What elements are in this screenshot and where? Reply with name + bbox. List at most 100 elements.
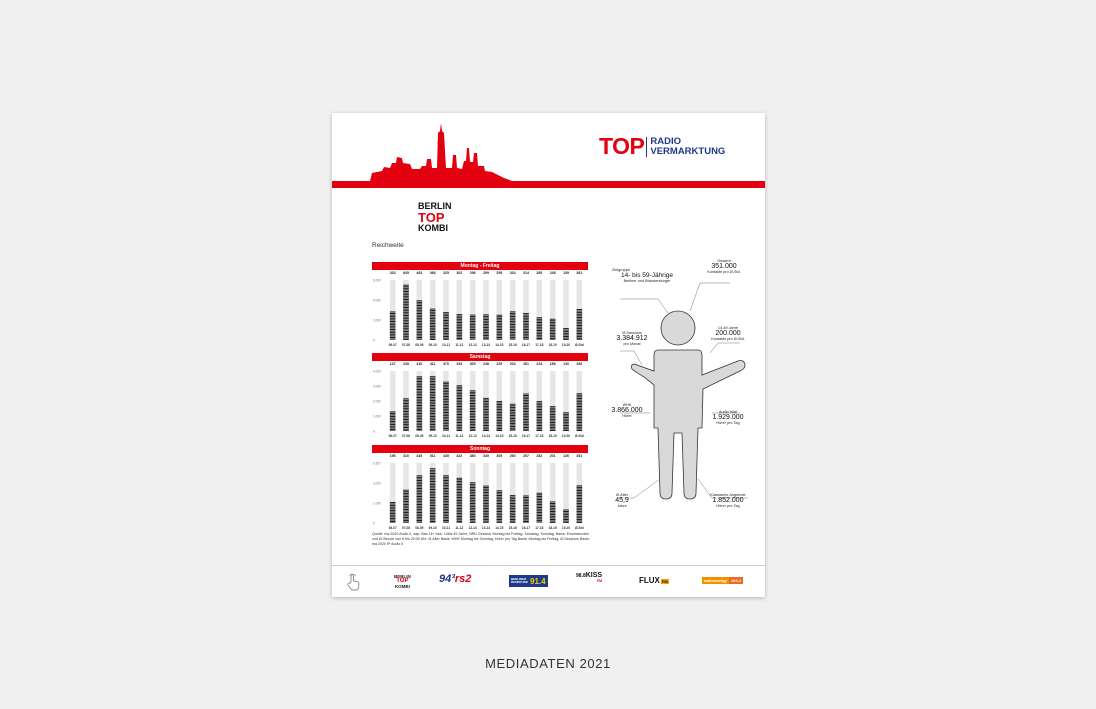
- x-tick-label: 13-14: [482, 526, 490, 530]
- logo-kiss-fm: 98.8KISS FM: [576, 572, 602, 583]
- kiss-name: KISS: [585, 572, 603, 579]
- x-tick-label: 07-08: [402, 343, 410, 347]
- media-sheet: TOP RADIO VERMARKTUNG BERLIN TOP KOMBI R…: [332, 113, 765, 597]
- bar: [416, 475, 423, 523]
- berliner-frequency: 91.4: [530, 576, 546, 586]
- bar-value-label: 299: [483, 271, 489, 275]
- brand-line-3: KOMBI: [418, 222, 448, 233]
- x-tick-label: 10-11: [442, 434, 450, 438]
- energy-frequency: 103,4: [728, 577, 743, 584]
- rs2-name: rs2: [454, 573, 472, 585]
- x-tick-label: 17-18: [535, 526, 543, 530]
- x-tick-label: Ø-Std: [575, 526, 584, 530]
- label-sub: Hörer pro Tag: [716, 421, 740, 425]
- label-sub: pro Monat: [623, 342, 641, 346]
- bar-background: [536, 371, 543, 431]
- y-tick-label: 3.000: [373, 385, 381, 389]
- x-tick-label: 12-13: [469, 343, 477, 347]
- kiss-number: 98.8: [576, 573, 586, 579]
- energy-name: radioenergy: [702, 577, 729, 584]
- y-tick-label: 2.000: [373, 400, 381, 404]
- bar-value-label: 334: [510, 271, 516, 275]
- bar-value-label: 186: [550, 362, 556, 366]
- bar-background: [443, 280, 449, 340]
- brand-line-1: BERLIN: [418, 201, 452, 211]
- label-14-49: 14-49 Jahre 200.000 Kontakte pro Ø-Std.: [698, 326, 758, 341]
- bar: [456, 385, 463, 431]
- chart-title: Montag - Freitag: [372, 262, 588, 270]
- bar: [403, 489, 409, 523]
- bar-background: [389, 280, 396, 340]
- bar-background: [549, 463, 556, 523]
- bar: [483, 314, 489, 340]
- bar-value-label: 248: [483, 362, 489, 366]
- bar-value-label: 196: [390, 454, 396, 458]
- bar-value-label: 140: [563, 362, 569, 366]
- y-tick-label: 4.000: [373, 370, 381, 374]
- bar-value-label: 463: [416, 271, 422, 275]
- label-title: WHK: [622, 403, 632, 407]
- label-title: Ø-Sessions: [622, 331, 642, 335]
- berlin-skyline-icon: [370, 123, 512, 181]
- y-tick-label: 0: [373, 339, 375, 343]
- x-tick-label: Ø-Std: [575, 434, 584, 438]
- bar: [456, 314, 463, 340]
- x-tick-label: 06-07: [389, 526, 397, 530]
- x-tick-label: 15-16: [509, 526, 517, 530]
- logo-berliner-rundfunk: BERLINER RUNDFUNK 91.4: [509, 575, 548, 587]
- label-title: Ø-Alter: [615, 493, 629, 497]
- x-tick-label: 19-20: [562, 343, 570, 347]
- bar-value-label: 248: [550, 271, 556, 275]
- bar-value-label: 295: [496, 271, 502, 275]
- bar: [496, 401, 503, 431]
- label-title: Zielgruppe: [612, 268, 630, 272]
- brand-line-2: TOP: [418, 209, 445, 225]
- flux-fm: FM: [660, 579, 669, 584]
- x-tick-label: 15-16: [509, 434, 517, 438]
- label-zielgruppe: Zielgruppe 14- bis 59-Jährige Berliner u…: [602, 268, 692, 283]
- bar-background: [523, 463, 529, 523]
- bar-background: [456, 280, 463, 340]
- bar-value-label: 225: [496, 362, 502, 366]
- bar: [469, 314, 476, 340]
- chart-title: Sonntag: [372, 445, 588, 453]
- logo-berlin-top-kombi: BERLIN TOP KOMBI: [394, 574, 411, 589]
- bar: [496, 490, 503, 523]
- x-tick-label: 18-19: [549, 526, 557, 530]
- y-tick-label: 3.000: [373, 482, 381, 486]
- y-tick-label: 4.000: [373, 299, 381, 303]
- bar: [483, 397, 489, 431]
- bar: [416, 376, 423, 431]
- x-tick-label: 11-12: [455, 343, 463, 347]
- label-gesamt: Gesamt 351.000 Kontakte pro Ø-Std.: [694, 259, 754, 274]
- bar-chart-sunday: 5.507 3.000 1.000 0 196 06-07 310 07-08 445 08-09…: [373, 454, 584, 530]
- y-tick-label: 1.000: [373, 502, 381, 506]
- x-tick-label: 08-09: [415, 526, 423, 530]
- x-tick-label: 10-11: [442, 343, 450, 347]
- kiss-fm: FM: [597, 579, 603, 583]
- logo-radio-energy: radioenergy 103,4: [702, 577, 743, 584]
- bar: [523, 313, 529, 340]
- bar-value-label: 260: [510, 454, 516, 458]
- label-value: 1.929.000: [712, 414, 744, 421]
- bar-background: [389, 371, 396, 431]
- bar: [443, 381, 449, 431]
- x-tick-label: 10-11: [442, 526, 450, 530]
- bar: [389, 411, 396, 431]
- bar-value-label: 283: [576, 362, 582, 366]
- bar-background: [549, 371, 556, 431]
- bar-value-label: 139: [563, 271, 569, 275]
- x-tick-label: 18-19: [549, 343, 557, 347]
- radio-label: RADIO: [650, 135, 681, 147]
- chart-panel-sunday: Sonntag 5.507 3.000 1.000 0 196 06-07 310 07-08…: [372, 445, 588, 533]
- label-whk: WHK 3.866.000 Hörer: [597, 403, 657, 418]
- chart-panel-saturday: Samstag 4.000 3.000 2.000 1.000 0 147 06-07 245…: [372, 353, 588, 441]
- label-sub: Kontakte pro Ø-Std.: [711, 337, 745, 341]
- x-tick-label: 16-17: [522, 343, 530, 347]
- x-tick-label: 09-10: [429, 434, 437, 438]
- bar-background: [523, 280, 529, 340]
- section-title: Reichweite: [372, 242, 404, 249]
- bar-value-label: 305: [496, 454, 502, 458]
- bar-value-label: 325: [443, 271, 449, 275]
- label-value: 3.866.000: [611, 407, 643, 414]
